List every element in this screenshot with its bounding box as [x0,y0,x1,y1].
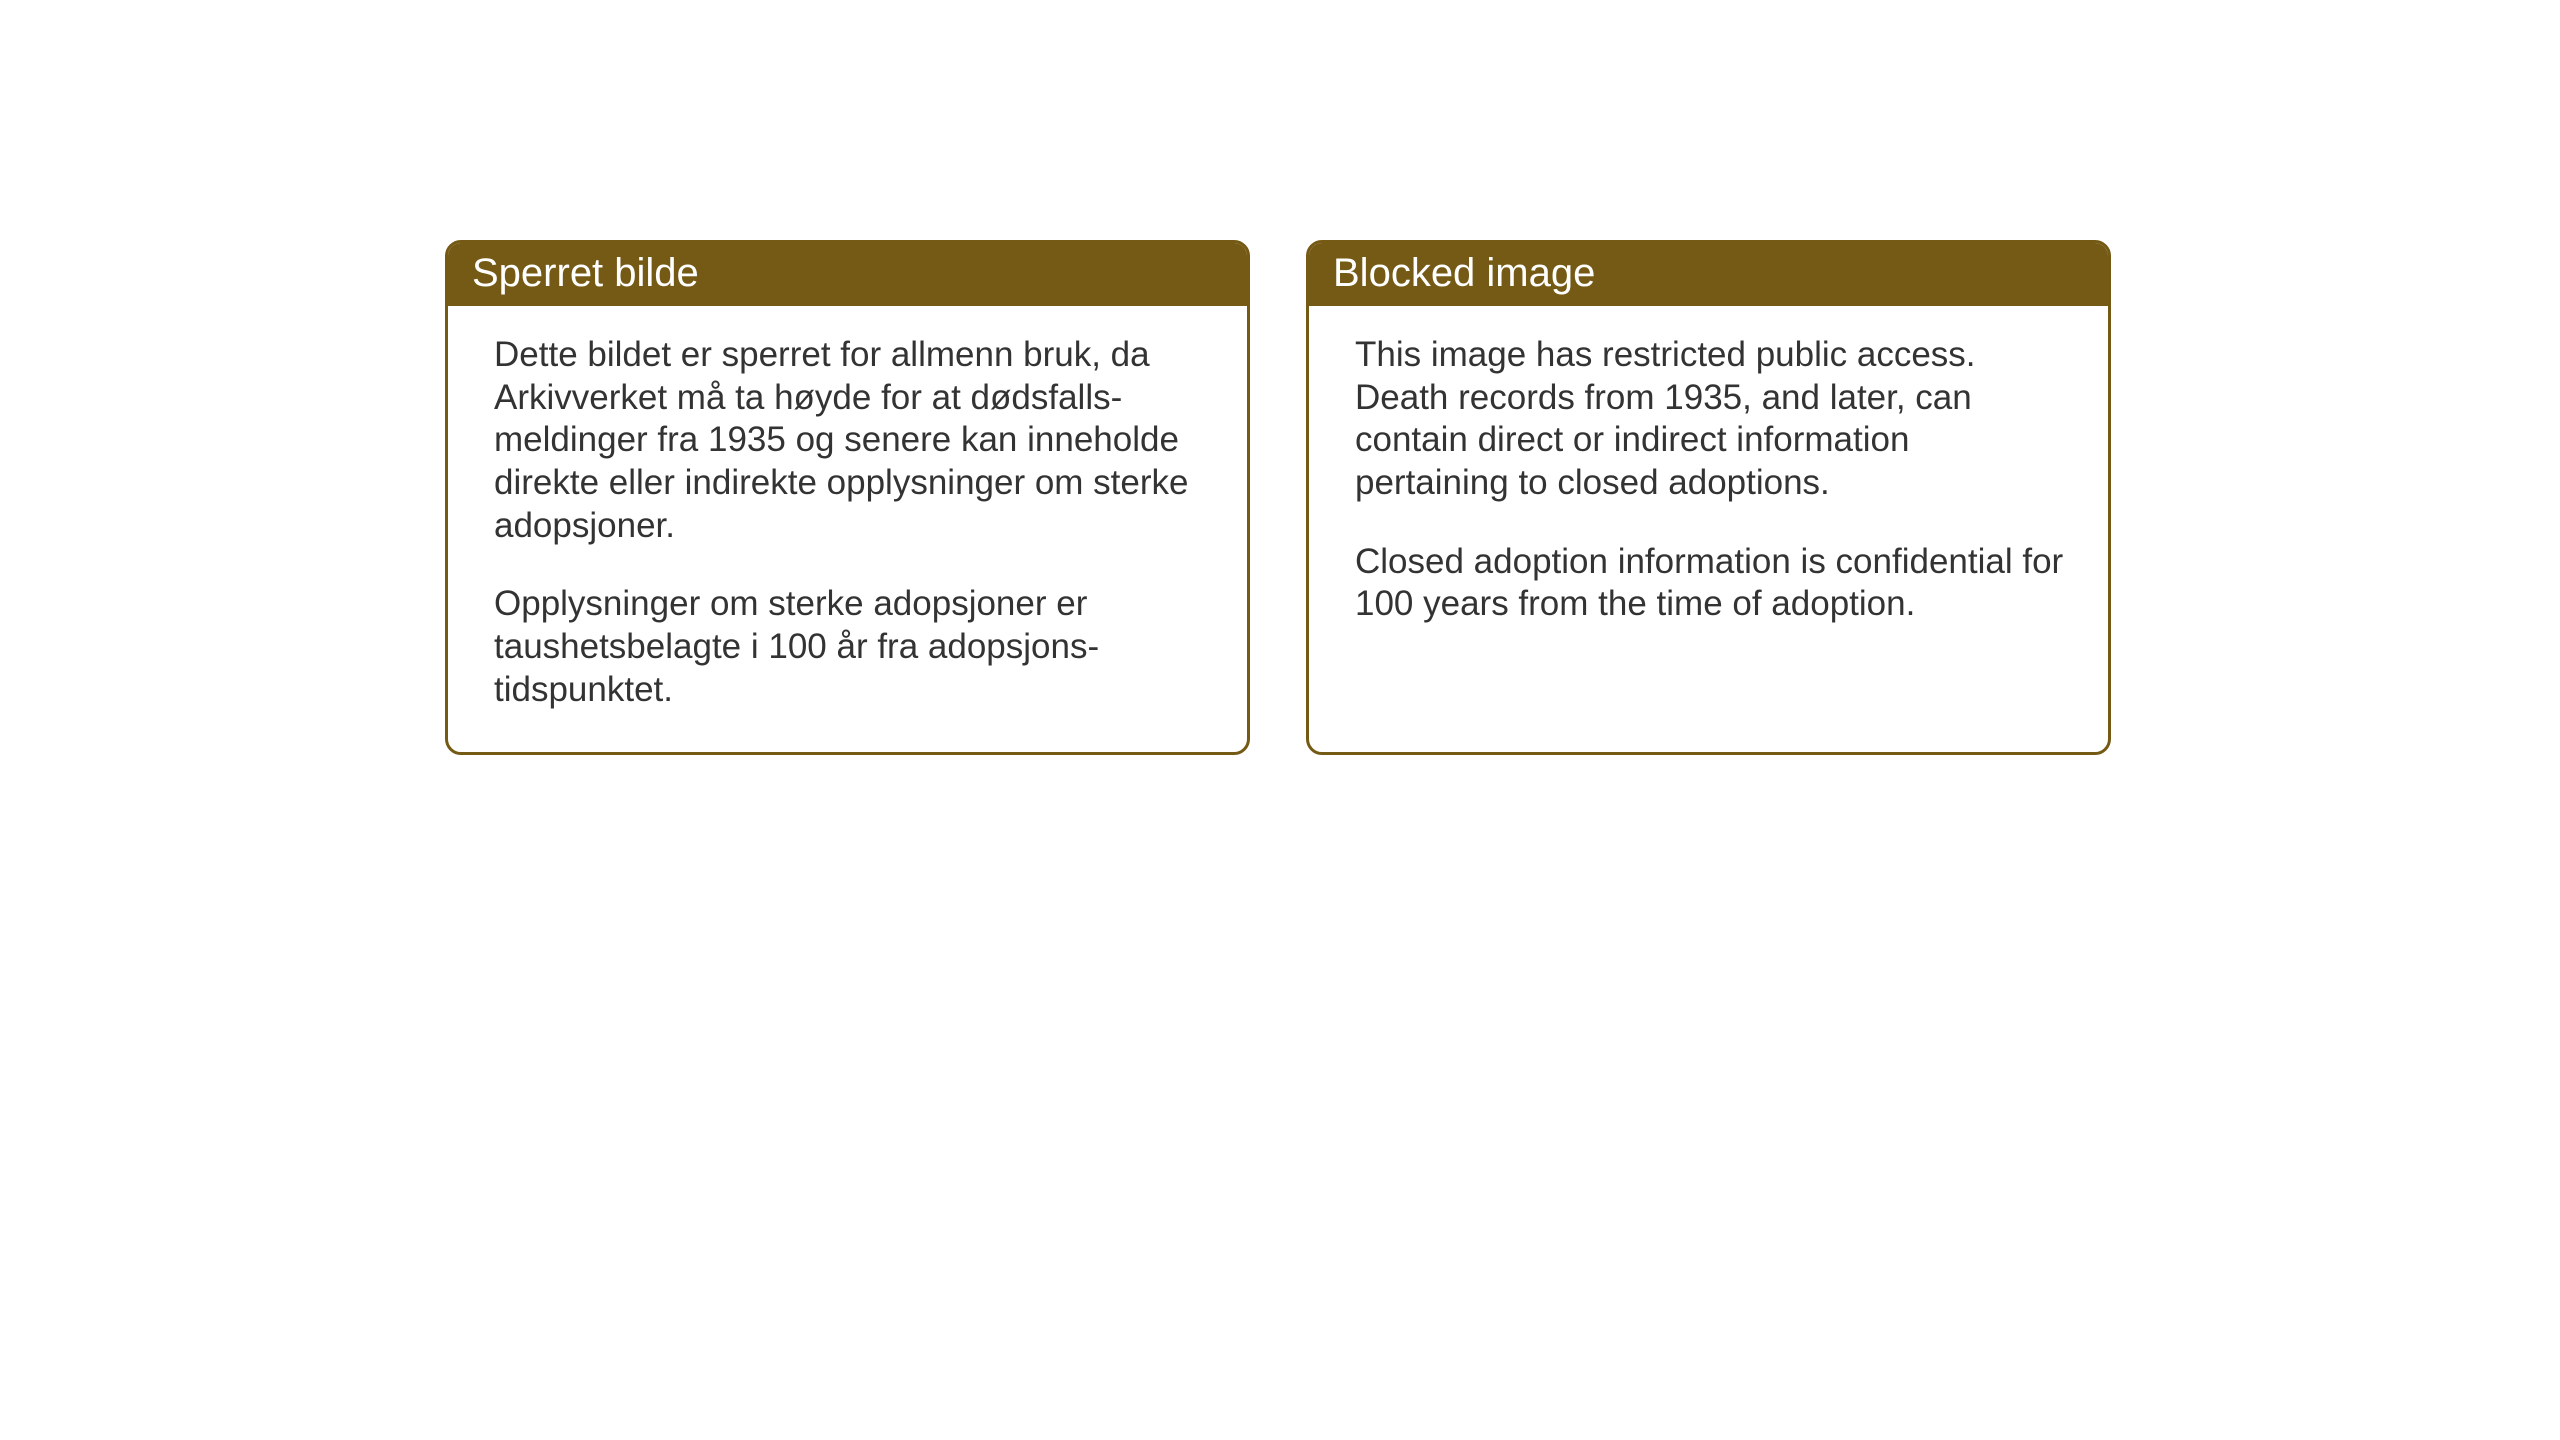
card-english-para1: This image has restricted public access.… [1355,334,2068,505]
card-english-para2: Closed adoption information is confident… [1355,541,2068,626]
card-norwegian-header: Sperret bilde [448,243,1247,306]
card-english-header: Blocked image [1309,243,2108,306]
card-norwegian-para1: Dette bildet er sperret for allmenn bruk… [494,334,1207,547]
card-english: Blocked image This image has restricted … [1306,240,2111,755]
card-norwegian-para2: Opplysninger om sterke adopsjoner er tau… [494,583,1207,711]
card-english-body: This image has restricted public access.… [1309,306,2108,746]
card-norwegian: Sperret bilde Dette bildet er sperret fo… [445,240,1250,755]
card-norwegian-body: Dette bildet er sperret for allmenn bruk… [448,306,1247,752]
cards-container: Sperret bilde Dette bildet er sperret fo… [445,240,2111,755]
